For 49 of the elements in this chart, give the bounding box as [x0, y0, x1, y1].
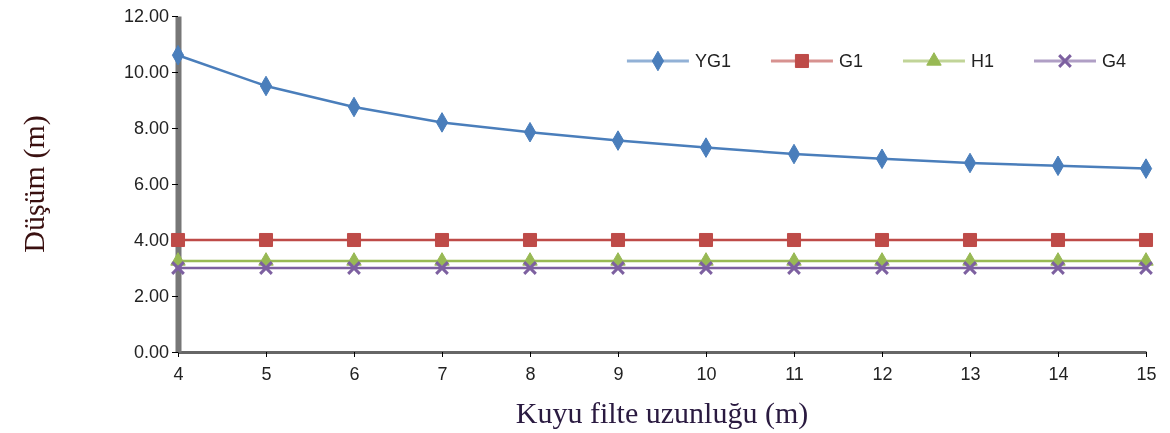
y-tick-label: 12.00: [123, 6, 169, 27]
y-tick-label: 8.00: [133, 118, 169, 139]
x-tick-label: 5: [261, 363, 272, 384]
x-tick-label: 4: [173, 363, 184, 384]
point: [786, 260, 802, 276]
y-tick-label: 6.00: [133, 174, 169, 195]
point: [962, 260, 978, 276]
legend-label: H1: [970, 51, 994, 72]
point: [1050, 260, 1066, 276]
point: [962, 232, 978, 248]
y-tick-label: 2.00: [133, 286, 169, 307]
point: [610, 260, 626, 276]
point: [258, 232, 274, 248]
y-axis-title: Düşüm (m): [17, 115, 51, 253]
point: [610, 232, 626, 248]
x-axis-title: Kuyu filte uzunluğu (m): [515, 396, 809, 430]
point: [698, 232, 714, 248]
point: [522, 232, 538, 248]
point: [258, 260, 274, 276]
x-tick-label: 11: [785, 363, 804, 384]
point: [874, 232, 890, 248]
point: [874, 260, 890, 276]
point: [1050, 232, 1066, 248]
x-tick-label: 9: [613, 363, 624, 384]
y-tick-label: 0.00: [133, 342, 169, 363]
point: [1138, 232, 1154, 248]
x-tick-label: 8: [525, 363, 536, 384]
x-tick-label: 6: [349, 363, 360, 384]
point: [698, 260, 714, 276]
point: [346, 260, 362, 276]
point: [786, 232, 802, 248]
x-tick-label: 12: [872, 363, 893, 384]
x-tick-label: 13: [960, 363, 981, 384]
point: [170, 260, 186, 276]
x-tick-label: 7: [437, 363, 448, 384]
point: [170, 232, 186, 248]
point: [522, 260, 538, 276]
y-tick-label: 4.00: [133, 230, 169, 251]
legend-label: YG1: [694, 51, 731, 72]
y-tick-label: 10.00: [123, 62, 169, 83]
point: [346, 232, 362, 248]
point: [1138, 260, 1154, 276]
x-tick-label: 15: [1136, 363, 1157, 384]
x-tick-label: 14: [1048, 363, 1069, 384]
legend-label: G1: [838, 51, 863, 72]
point: [434, 232, 450, 248]
x-tick-label: 10: [696, 363, 717, 384]
point: [434, 260, 450, 276]
legend-label: G4: [1101, 51, 1126, 72]
